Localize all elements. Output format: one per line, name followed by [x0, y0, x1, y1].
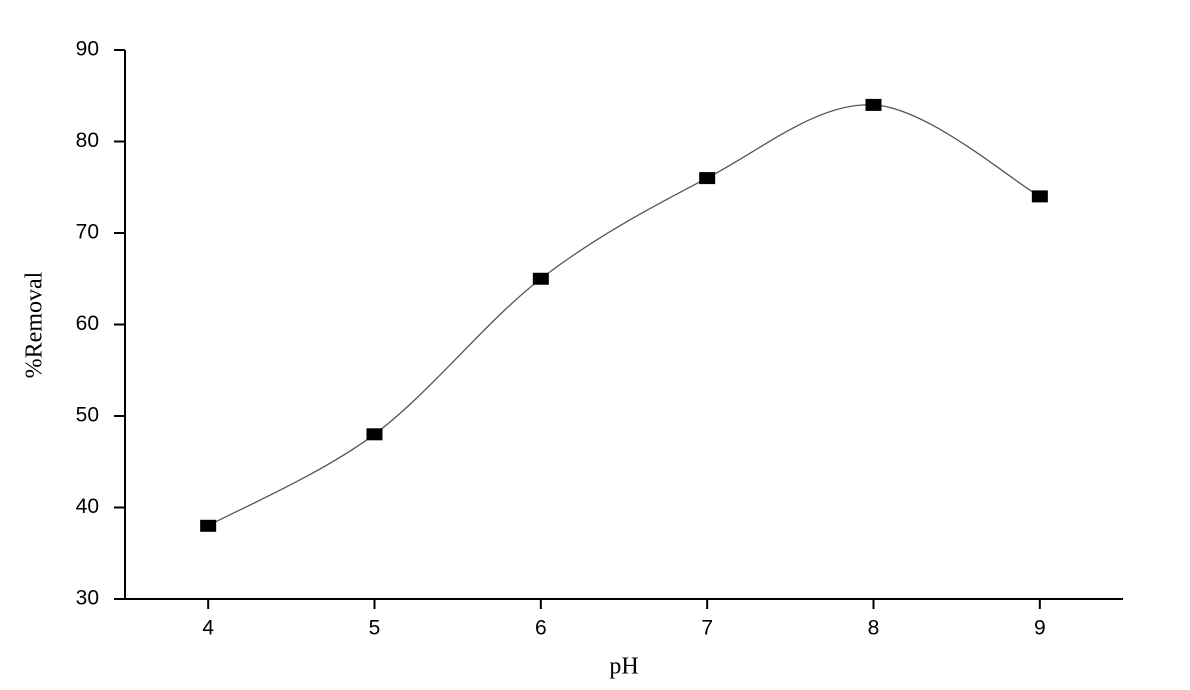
- marker: [865, 98, 882, 111]
- x-tick-label: 8: [868, 617, 880, 640]
- x-axis-label: pH: [609, 654, 638, 680]
- line: [207, 104, 1041, 527]
- y-tick-label: 40: [76, 495, 99, 518]
- x-tick-label: 9: [1034, 617, 1046, 640]
- y-tick-label: 70: [76, 221, 99, 244]
- x-tick-label: 7: [701, 617, 713, 640]
- y-tick-label: 30: [76, 587, 99, 610]
- marker: [366, 428, 383, 441]
- marker: [200, 519, 217, 532]
- marker: [1031, 190, 1048, 203]
- marker: [699, 172, 716, 185]
- x-tick-label: 4: [202, 617, 214, 640]
- x-tick-label: 6: [535, 617, 547, 640]
- marker: [532, 272, 549, 285]
- y-axis-label: %Removal: [22, 271, 48, 378]
- y-tick-label: 90: [76, 38, 99, 61]
- y-tick-label: 50: [76, 404, 99, 427]
- y-tick-label: 60: [76, 312, 99, 335]
- x-tick-label: 5: [369, 617, 381, 640]
- y-tick-label: 80: [76, 129, 99, 152]
